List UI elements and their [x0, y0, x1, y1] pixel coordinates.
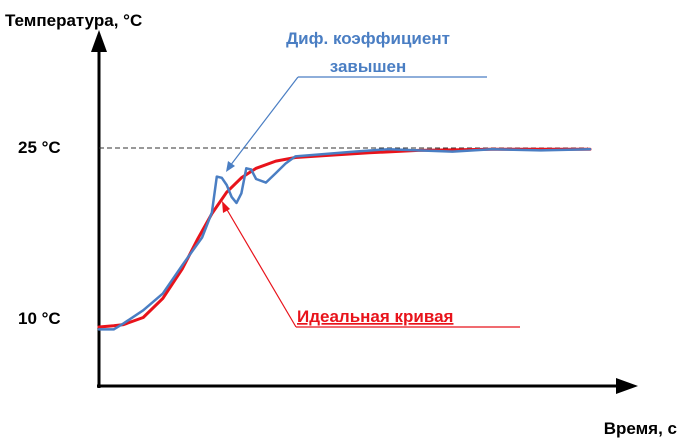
annotation-ideal-arrowhead [222, 201, 230, 213]
y-tick-label-25: 25 °C [18, 138, 61, 157]
annotation-high-derivative-line1: Диф. коэффициент [286, 29, 450, 48]
x-axis-arrow [616, 378, 638, 394]
series-high-derivative [97, 147, 592, 331]
x-axis-label: Время, с [604, 419, 677, 438]
series-ideal-curve [97, 147, 592, 329]
y-axis-label: Температура, °C [5, 11, 142, 30]
y-tick-label-10: 10 °C [18, 309, 61, 328]
annotation-high-derivative-line2: завышен [330, 57, 407, 76]
y-axis-arrow [91, 30, 107, 52]
annotation-ideal-curve: Идеальная кривая [297, 307, 453, 326]
annotation-ideal-pointer [225, 207, 297, 328]
annotation-high-derivative-pointer [229, 76, 299, 167]
annotation-high-derivative-arrowhead [226, 161, 235, 172]
